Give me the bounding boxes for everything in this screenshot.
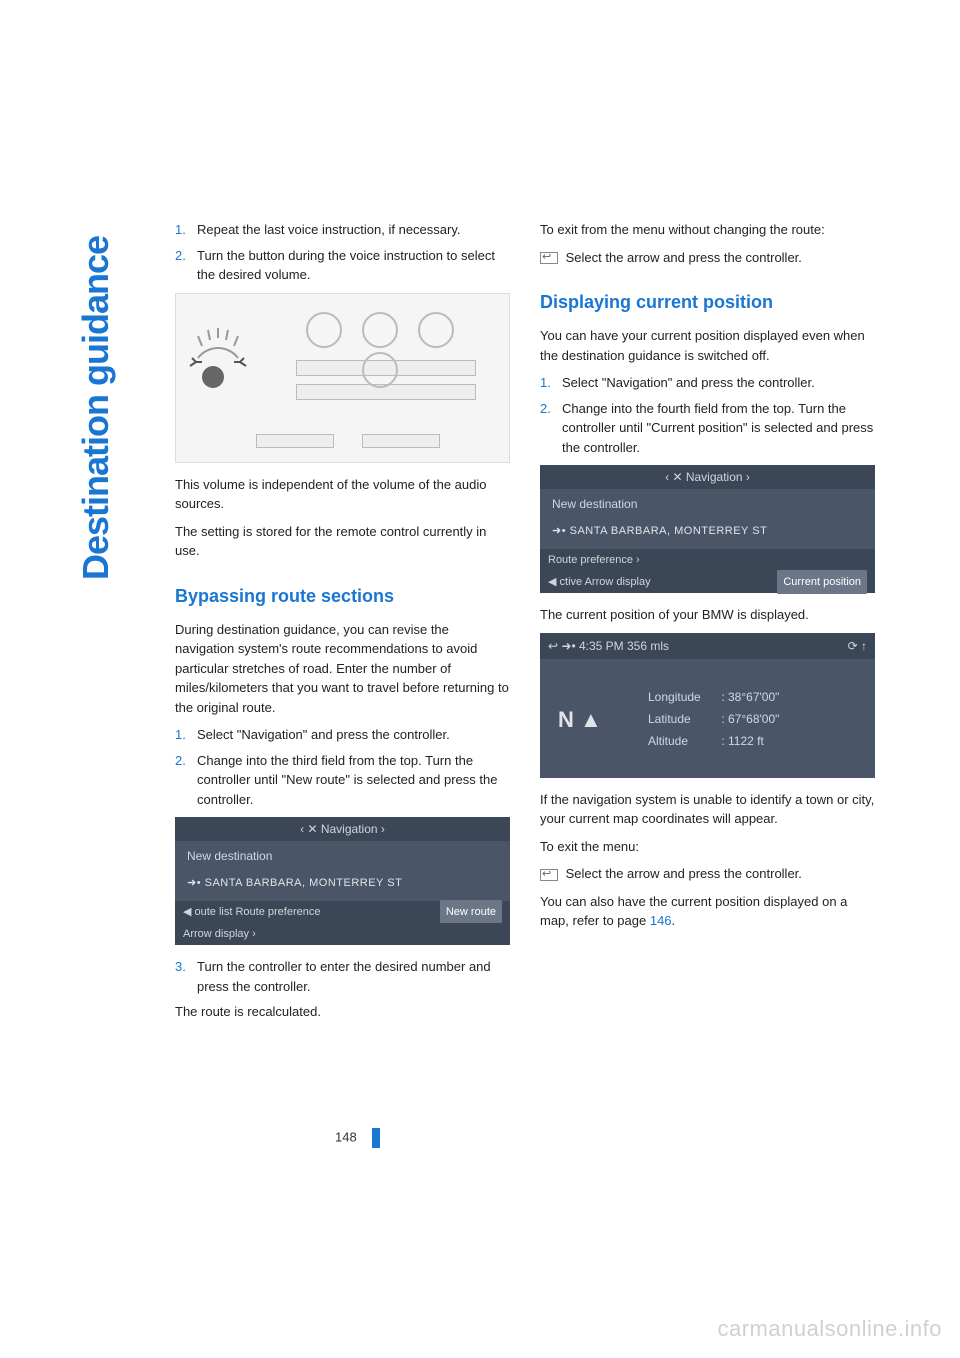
coord-value: : 67°68'00" [721,712,779,726]
screen-bottom-row2: Arrow display › [175,923,510,945]
body-text: During destination guidance, you can rev… [175,620,510,718]
bypass-steps-list-cont: 3. Turn the controller to enter the desi… [175,957,510,996]
compass-icon: N ▲ [558,703,602,736]
screen-top-left: ↩ ➜• 4:35 PM 356 mls [548,633,669,659]
screen-top-bar: ‹ ✕ Navigation › [540,465,875,489]
back-arrow-icon [540,869,558,881]
body-text: This volume is independent of the volume… [175,475,510,514]
list-item: 1. Select "Navigation" and press the con… [175,725,510,745]
coordinates-block: Longitude : 38°67'00" Latitude : 67°68'0… [648,688,779,754]
list-item: 3. Turn the controller to enter the desi… [175,957,510,996]
list-text: Select "Navigation" and press the contro… [197,725,450,745]
coord-row: Longitude : 38°67'00" [648,688,779,706]
voice-instruction-list: 1. Repeat the last voice instruction, if… [175,220,510,285]
screen-bottom-row: ◀ oute list Route preference New route [175,901,510,923]
body-text-inline: . [672,913,676,928]
list-text: Repeat the last voice instruction, if ne… [197,220,461,240]
screen-top-bar: ↩ ➜• 4:35 PM 356 mls ⟳ ↑ [540,633,875,659]
body-text: If the navigation system is unable to id… [540,790,875,829]
list-item: 2. Turn the button during the voice inst… [175,246,510,285]
body-text: The current position of your BMW is disp… [540,605,875,625]
list-item: 2. Change into the third field from the … [175,751,510,810]
list-number: 2. [175,751,197,810]
page-footer: 148 [335,1128,380,1148]
list-text: Change into the third field from the top… [197,751,510,810]
sidebar-section-title: Destination guidance [75,236,117,580]
body-text-inline: Select the arrow and press the controlle… [562,250,802,265]
coord-label: Longitude [648,688,718,706]
screen-menu-item: Arrow display › [183,923,256,945]
body-text: The setting is stored for the remote con… [175,522,510,561]
body-text: You can have your current position displ… [540,326,875,365]
nav-screen-newroute: ‹ ✕ Navigation › New destination ➜• SANT… [175,817,510,945]
right-column: To exit from the menu without changing t… [540,220,875,1030]
list-number: 2. [540,399,562,458]
coord-row: Altitude : 1122 ft [648,732,779,750]
list-number: 3. [175,957,197,996]
list-item: 1. Select "Navigation" and press the con… [540,373,875,393]
screen-top-bar: ‹ ✕ Navigation › [175,817,510,841]
coord-label: Latitude [648,710,718,728]
screen-bottom-row2: ◀ ctive Arrow display Current position [540,571,875,593]
section-heading: Displaying current position [540,289,875,316]
coord-label: Altitude [648,732,718,750]
left-column: 1. Repeat the last voice instruction, if… [175,220,510,1030]
screen-new-destination: New destination [175,841,510,871]
coord-row: Latitude : 67°68'00" [648,710,779,728]
page-number: 148 [335,1129,357,1144]
list-number: 1. [175,725,197,745]
list-text: Turn the button during the voice instruc… [197,246,510,285]
screen-menu-highlight: New route [440,900,502,924]
list-text: Turn the controller to enter the desired… [197,957,510,996]
body-text-inline: Select the arrow and press the controlle… [562,866,802,881]
screen-dest-line: ➜• SANTA BARBARA, MONTERREY ST [175,871,510,896]
page-reference-link[interactable]: 146 [650,913,672,928]
body-text: Select the arrow and press the controlle… [540,248,875,268]
back-arrow-icon [540,252,558,264]
list-item: 1. Repeat the last voice instruction, if… [175,220,510,240]
screen-dest-line: ➜• SANTA BARBARA, MONTERREY ST [540,519,875,544]
screen-menu-left: ◀ oute list Route preference [183,901,320,923]
bypass-steps-list: 1. Select "Navigation" and press the con… [175,725,510,809]
body-text: You can also have the current position d… [540,892,875,931]
list-number: 2. [175,246,197,285]
list-number: 1. [540,373,562,393]
nav-screen-currentpos: ‹ ✕ Navigation › New destination ➜• SANT… [540,465,875,593]
coord-value: : 38°67'00" [721,690,779,704]
dashboard-illustration [175,293,510,463]
page-marker-bar [372,1128,380,1148]
screen-new-destination: New destination [540,489,875,519]
list-text: Select "Navigation" and press the contro… [562,373,815,393]
body-text: To exit the menu: [540,837,875,857]
content-area: 1. Repeat the last voice instruction, if… [175,220,875,1030]
screen-bottom-row: Route preference › [540,549,875,571]
section-heading: Bypassing route sections [175,583,510,610]
screen-menu-left: Route preference › [548,549,640,571]
body-text: To exit from the menu without changing t… [540,220,875,240]
list-text: Change into the fourth field from the to… [562,399,875,458]
body-text-inline: You can also have the current position d… [540,894,847,929]
watermark-text: carmanualsonline.info [717,1316,942,1342]
screen-menu-item: ◀ ctive Arrow display [548,571,651,593]
screen-top-right: ⟳ ↑ [848,633,867,659]
current-position-steps: 1. Select "Navigation" and press the con… [540,373,875,457]
list-item: 2. Change into the fourth field from the… [540,399,875,458]
body-text: The route is recalculated. [175,1002,510,1022]
list-number: 1. [175,220,197,240]
body-text: Select the arrow and press the controlle… [540,864,875,884]
position-display-screen: ↩ ➜• 4:35 PM 356 mls ⟳ ↑ N ▲ Longitude :… [540,633,875,778]
knob-icon [202,366,224,388]
screen-menu-highlight: Current position [777,570,867,594]
coord-value: : 1122 ft [721,734,763,748]
